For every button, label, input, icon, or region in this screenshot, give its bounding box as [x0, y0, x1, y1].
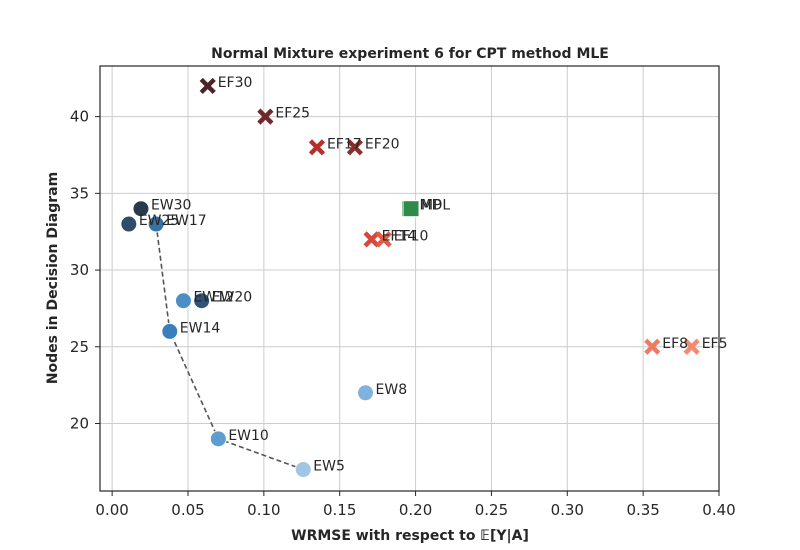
- x-tick-label: 0.25: [475, 501, 508, 519]
- y-tick-label: 20: [70, 414, 89, 432]
- plot-frame: [99, 65, 720, 492]
- point-ew5: [294, 461, 312, 479]
- label-mdl: MDL: [420, 198, 451, 214]
- x-tick-label: 0.10: [247, 501, 280, 519]
- label-ef17: EF17: [327, 136, 362, 152]
- label-ef10: EF10: [394, 228, 429, 244]
- label-ef25: EF25: [275, 106, 310, 122]
- point-ew25: [120, 215, 138, 233]
- label-ew17: EW17: [166, 213, 207, 229]
- chart-title: Normal Mixture experiment 6 for CPT meth…: [211, 46, 609, 62]
- x-tick-label: 0.15: [323, 501, 356, 519]
- point-ew30: [132, 200, 150, 218]
- points-layer: [120, 77, 700, 479]
- label-ew20: EW20: [212, 290, 253, 306]
- label-ef14: EF14: [382, 228, 417, 244]
- y-tick-label: 25: [70, 338, 89, 356]
- point-ef5: [683, 338, 700, 355]
- point-ef25: [257, 108, 274, 125]
- label-ef20: EF20: [365, 136, 400, 152]
- label-ef5: EF5: [702, 336, 728, 352]
- y-tick-label: 30: [70, 261, 89, 279]
- label-ew12: EW12: [193, 290, 234, 306]
- label-ew14: EW14: [180, 320, 221, 336]
- label-ef30: EF30: [218, 75, 253, 91]
- label-ew25: EW25: [139, 213, 180, 229]
- label-ef8: EF8: [662, 336, 688, 352]
- y-axis-label: Nodes in Decision Diagram: [45, 172, 61, 384]
- point-ew12: [174, 292, 192, 310]
- point-ef17: [308, 139, 326, 156]
- grid-lines: [100, 66, 720, 491]
- point-ew20: [193, 292, 211, 310]
- point-ef20: [346, 139, 363, 156]
- x-tick-label: 0.05: [171, 501, 204, 519]
- y-tick-label: 40: [70, 108, 89, 126]
- point-ew10: [209, 430, 227, 448]
- label-ew5: EW5: [313, 459, 345, 475]
- label-ew8: EW8: [376, 382, 408, 398]
- point-ef14: [363, 231, 380, 248]
- point-ef8: [644, 338, 661, 355]
- x-tick-label: 0.30: [551, 501, 584, 519]
- point-ef10: [375, 231, 392, 248]
- x-tick-label: 0.00: [95, 501, 128, 519]
- x-axis-label: WRMSE with respect to 𝔼[Y|A]: [291, 528, 529, 544]
- point-ef30: [199, 77, 216, 95]
- label-ew30: EW30: [151, 198, 192, 214]
- x-tick-label: 0.20: [399, 501, 432, 519]
- point-ew8: [357, 384, 375, 402]
- point-mp: [402, 200, 420, 218]
- label-ew10: EW10: [228, 428, 269, 444]
- point-ew17: [147, 215, 165, 233]
- x-tick-label: 0.40: [702, 501, 735, 519]
- x-tick-label: 0.35: [626, 501, 659, 519]
- point-ew14: [161, 322, 179, 340]
- tick-labels-layer: 0.00 0.05 0.10 0.15 0.20 0.25 0.30 0.35 0.40 20 25…: [70, 108, 736, 519]
- label-mp: MP: [421, 198, 442, 214]
- y-tick-label: 35: [70, 184, 89, 202]
